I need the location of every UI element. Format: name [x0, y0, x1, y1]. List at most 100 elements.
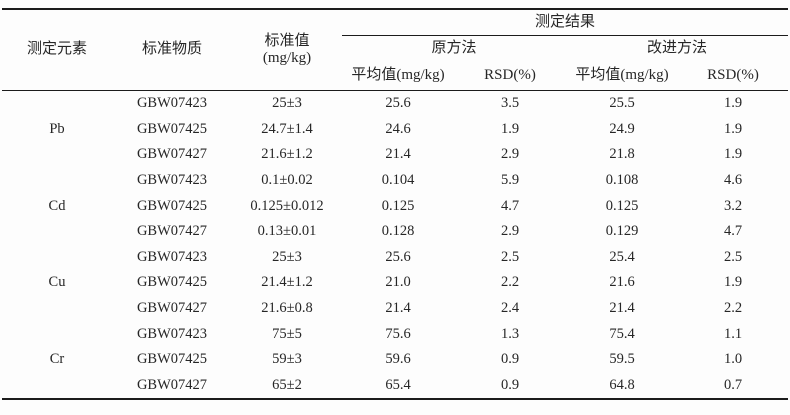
header-mean-improved: 平均值(mg/kg): [566, 62, 678, 91]
original-mean-cell: 25.6: [385, 95, 411, 112]
material-cell: GBW07427: [136, 223, 208, 240]
material-cell: GBW07427: [136, 376, 208, 393]
improved-mean-cell: 21.4: [609, 300, 635, 317]
header-method-original: 原方法: [431, 40, 477, 57]
original-mean-cell: 25.6: [385, 248, 411, 265]
header-row-results: 测定元素 标准物质 标准值 (mg/kg) 测定结果: [2, 9, 789, 91]
table-row: GBW07425 21.4±1.2 21.0 2.2 21.6 1.9: [2, 270, 788, 296]
table-row: GBW07427 65±2 65.4 0.9 64.8 0.7: [2, 373, 788, 400]
improved-mean-cell: 25.4: [609, 248, 635, 265]
original-mean-cell: 0.104: [381, 172, 415, 189]
table-header: 测定元素 标准物质 标准值 (mg/kg) 测定结果 原方法 改进方法 平均值(…: [2, 9, 789, 91]
improved-mean-cell: 0.125: [605, 197, 639, 214]
original-mean-cell: 21.4: [385, 300, 411, 317]
material-cell: GBW07425: [136, 120, 208, 137]
standard-value-cell: 75±5: [272, 325, 302, 342]
original-rsd-cell: 3.5: [500, 95, 520, 112]
original-rsd-cell: 4.7: [500, 197, 520, 214]
standard-value-cell: 25±3: [272, 95, 302, 112]
material-cell: GBW07423: [136, 325, 208, 342]
original-mean-cell: 75.6: [385, 325, 411, 342]
improved-mean-cell: 0.108: [605, 172, 639, 189]
standard-value-cell: 59±3: [272, 351, 302, 368]
material-cell: GBW07425: [136, 197, 208, 214]
header-results-group: 测定结果: [342, 9, 789, 36]
improved-rsd-cell: 1.9: [723, 146, 743, 163]
table-row: GBW07425 0.125±0.012 0.125 4.7 0.125 3.2: [2, 193, 788, 219]
header-standard-value-line2: (mg/kg): [262, 50, 312, 66]
improved-rsd-cell: 4.6: [723, 172, 743, 189]
standard-value-cell: 0.13±0.01: [257, 223, 317, 240]
material-cell: GBW07425: [136, 351, 208, 368]
standard-value-cell: 21.6±0.8: [261, 300, 313, 317]
material-cell: GBW07423: [136, 172, 208, 189]
improved-mean-cell: 75.4: [609, 325, 635, 342]
standard-value-cell: 25±3: [272, 248, 302, 265]
improved-rsd-cell: 2.5: [723, 248, 743, 265]
material-cell: GBW07425: [136, 274, 208, 291]
table-row: Cd GBW07423 0.1±0.02 0.104 5.9 0.108 4.6: [2, 168, 788, 214]
original-mean-cell: 65.4: [385, 376, 411, 393]
improved-mean-cell: 24.9: [609, 120, 635, 137]
improved-mean-cell: 64.8: [609, 376, 635, 393]
header-standard-value-line1: 标准值: [264, 32, 310, 49]
original-mean-cell: 0.128: [381, 223, 415, 240]
header-mean-original: 平均值(mg/kg): [342, 62, 454, 91]
improved-rsd-cell: 1.9: [723, 120, 743, 137]
improved-rsd-cell: 1.9: [723, 274, 743, 291]
improved-rsd-cell: 1.1: [723, 325, 743, 342]
table-row: GBW07427 21.6±1.2 21.4 2.9 21.8 1.9: [2, 142, 788, 168]
improved-rsd-cell: 3.2: [723, 197, 743, 214]
material-cell: GBW07423: [136, 95, 208, 112]
original-rsd-cell: 1.3: [500, 325, 520, 342]
table-row: GBW07425 59±3 59.6 0.9 59.5 1.0: [2, 347, 788, 373]
table-body: Pb GBW07423 25±3 25.6 3.5 25.5 1.9 GBW07425 24.7…: [2, 91, 788, 400]
standard-value-cell: 21.6±1.2: [261, 146, 313, 163]
original-mean-cell: 21.4: [385, 146, 411, 163]
material-cell: GBW07427: [136, 300, 208, 317]
improved-mean-cell: 21.8: [609, 146, 635, 163]
table-row: GBW07427 0.13±0.01 0.128 2.9 0.129 4.7: [2, 219, 788, 245]
standard-value-cell: 24.7±1.4: [261, 120, 313, 137]
table-row: Cr GBW07423 75±5 75.6 1.3 75.4 1.1: [2, 321, 788, 368]
improved-mean-cell: 59.5: [609, 351, 635, 368]
original-mean-cell: 0.125: [381, 197, 415, 214]
table-row: GBW07425 24.7±1.4 24.6 1.9 24.9 1.9: [2, 117, 788, 143]
measurement-results-table: 测定元素 标准物质 标准值 (mg/kg) 测定结果 原方法 改进方法 平均值(…: [2, 8, 789, 401]
header-element: 测定元素: [2, 9, 112, 91]
original-mean-cell: 24.6: [385, 120, 411, 137]
standard-value-cell: 21.4±1.2: [261, 274, 313, 291]
original-rsd-cell: 5.9: [500, 172, 520, 189]
paper-page: 测定元素 标准物质 标准值 (mg/kg) 测定结果 原方法 改进方法 平均值(…: [2, 8, 789, 401]
element-cell: Cr: [49, 351, 65, 368]
original-rsd-cell: 0.9: [500, 376, 520, 393]
element-cell: Cd: [48, 197, 66, 214]
original-rsd-cell: 2.9: [500, 146, 520, 163]
original-rsd-cell: 1.9: [500, 120, 520, 137]
element-cell: Pb: [49, 120, 65, 137]
material-cell: GBW07427: [136, 146, 208, 163]
original-mean-cell: 21.0: [385, 274, 411, 291]
original-mean-cell: 59.6: [385, 351, 411, 368]
header-method-improved: 改进方法: [647, 40, 708, 57]
table-row: GBW07427 21.6±0.8 21.4 2.4 21.4 2.2: [2, 296, 788, 322]
standard-value-cell: 65±2: [272, 376, 302, 393]
original-rsd-cell: 2.5: [500, 248, 520, 265]
improved-rsd-cell: 1.0: [723, 351, 743, 368]
improved-rsd-cell: 2.2: [723, 300, 743, 317]
table-row: Cu GBW07423 25±3 25.6 2.5 25.4 2.5: [2, 245, 788, 291]
improved-mean-cell: 0.129: [605, 223, 639, 240]
table-row: Pb GBW07423 25±3 25.6 3.5 25.5 1.9: [2, 91, 788, 137]
standard-value-cell: 0.125±0.012: [250, 197, 324, 214]
improved-mean-cell: 21.6: [609, 274, 635, 291]
header-row-methods: 原方法 改进方法: [2, 36, 788, 63]
improved-rsd-cell: 0.7: [723, 376, 743, 393]
header-material: 标准物质: [112, 9, 232, 91]
original-rsd-cell: 2.4: [500, 300, 520, 317]
element-cell: Cu: [48, 274, 66, 291]
improved-rsd-cell: 4.7: [723, 223, 743, 240]
original-rsd-cell: 2.9: [500, 223, 520, 240]
material-cell: GBW07423: [136, 248, 208, 265]
standard-value-cell: 0.1±0.02: [261, 172, 313, 189]
header-rsd-improved: RSD(%): [678, 62, 789, 91]
